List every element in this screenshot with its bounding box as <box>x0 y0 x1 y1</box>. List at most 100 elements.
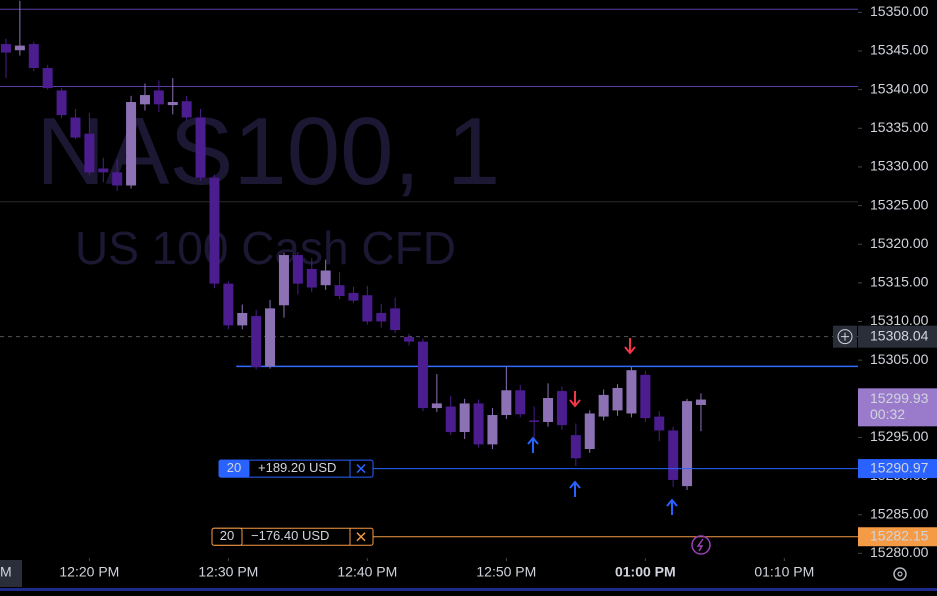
position-pnl[interactable]: −176.40 USD <box>251 528 329 543</box>
close-button[interactable] <box>356 464 366 474</box>
candle-body <box>209 177 220 284</box>
position-price-box <box>858 527 937 547</box>
crosshair-time-box <box>0 560 22 587</box>
description-watermark: US 100 Cash CFD <box>75 222 456 274</box>
y-tick-label: 15305.00 <box>870 351 929 367</box>
add-icon-cross[interactable] <box>841 332 849 341</box>
candle-body <box>682 401 693 487</box>
position-price-box <box>858 459 937 479</box>
alert-icon[interactable] <box>691 535 711 555</box>
candle-body <box>181 101 192 118</box>
candles <box>0 0 706 490</box>
watermark: NAS100, 1 US 100 Cash CFD <box>36 98 500 274</box>
crosshair-time-label: M <box>0 564 12 580</box>
candle-body <box>668 430 679 480</box>
candle-body <box>70 117 81 138</box>
x-tick-label: 12:50 PM <box>476 564 536 580</box>
position-price-label: 15282.15 <box>870 527 929 543</box>
buy-arrow <box>569 480 581 497</box>
add-button[interactable] <box>833 325 857 348</box>
candle-body <box>473 403 484 445</box>
candle-body <box>640 374 651 419</box>
candle-body <box>334 285 345 297</box>
candle-body <box>195 117 206 178</box>
candle-body <box>98 168 109 173</box>
close-button[interactable] <box>356 532 366 542</box>
buy-arrow <box>666 498 678 515</box>
candle-body <box>626 370 637 414</box>
y-tick-label: 15335.00 <box>870 119 929 135</box>
y-tick-label: 15325.00 <box>870 196 929 212</box>
candle-body <box>654 416 665 431</box>
y-tick-label: 15320.00 <box>870 235 929 251</box>
candle-body <box>42 68 53 89</box>
position-quantity[interactable]: 20 <box>227 460 241 475</box>
candle-body <box>306 268 317 288</box>
candle-body <box>126 102 137 186</box>
candle-body <box>390 308 401 331</box>
y-tick-label: 15330.00 <box>870 158 929 174</box>
candle-body <box>348 292 359 301</box>
crosshair-price-box <box>858 325 937 348</box>
bottom-border <box>0 588 937 591</box>
crosshair-price-label: 15308.04 <box>870 327 929 343</box>
candle-body <box>515 390 526 415</box>
x-tick-label: 01:10 PM <box>754 564 814 580</box>
overlays: 15280.0015285.0015290.0015295.0015300.00… <box>0 3 937 587</box>
candle-body <box>362 295 373 322</box>
position-price-label: 15290.97 <box>870 459 929 475</box>
candle-body <box>598 394 609 417</box>
candle-body <box>139 95 150 105</box>
candle-body <box>445 406 456 433</box>
y-tick-label: 15280.00 <box>870 544 929 560</box>
y-tick-label: 15350.00 <box>870 3 929 19</box>
levels <box>0 8 858 368</box>
candle-body <box>404 336 415 342</box>
add-icon[interactable] <box>837 329 853 345</box>
candle-body <box>14 45 25 51</box>
candle-body <box>292 255 303 284</box>
x-tick-label: 12:40 PM <box>337 564 397 580</box>
sell-arrow <box>569 391 581 408</box>
candle-body <box>529 420 540 422</box>
sell-arrow <box>624 338 636 355</box>
quantity-box[interactable] <box>211 527 243 546</box>
candle-body <box>278 255 289 306</box>
buy-arrow <box>527 436 539 453</box>
candle-body <box>417 341 428 409</box>
y-tick-label: 15340.00 <box>870 80 929 96</box>
candle-body <box>320 270 331 286</box>
candle-body <box>251 316 262 368</box>
x-tick-label: 12:20 PM <box>59 564 119 580</box>
position-label[interactable]: 20 −176.40 USD <box>211 527 374 546</box>
y-tick-label: 15345.00 <box>870 42 929 58</box>
position-label[interactable]: 20 +189.20 USD <box>218 459 374 478</box>
signal-arrows <box>527 338 678 515</box>
candle-body <box>459 403 470 433</box>
candle-body <box>153 90 164 105</box>
position-quantity[interactable]: 20 <box>220 528 234 543</box>
candle-body <box>556 391 567 426</box>
y-tick-label: 15315.00 <box>870 274 929 290</box>
candle-body <box>612 387 623 411</box>
last-price-label: 15299.93 <box>870 390 929 406</box>
candle-body <box>431 403 442 409</box>
candle-body <box>28 44 39 69</box>
x-tick-label: 12:30 PM <box>198 564 258 580</box>
candle-body <box>376 313 387 322</box>
bar-countdown: 00:32 <box>870 406 905 422</box>
symbol-watermark: NAS100, 1 <box>36 98 500 205</box>
settings-icon[interactable] <box>893 567 907 581</box>
candle-body <box>56 90 67 116</box>
last-price-box <box>858 388 937 427</box>
candle-body <box>584 413 595 450</box>
y-tick-label: 15295.00 <box>870 428 929 444</box>
position-pnl[interactable]: +189.20 USD <box>258 460 336 475</box>
candle-body <box>543 398 554 422</box>
candle-body <box>695 399 706 405</box>
candle-body <box>237 313 248 326</box>
quantity-box[interactable] <box>218 459 250 478</box>
candle-body <box>501 390 512 416</box>
